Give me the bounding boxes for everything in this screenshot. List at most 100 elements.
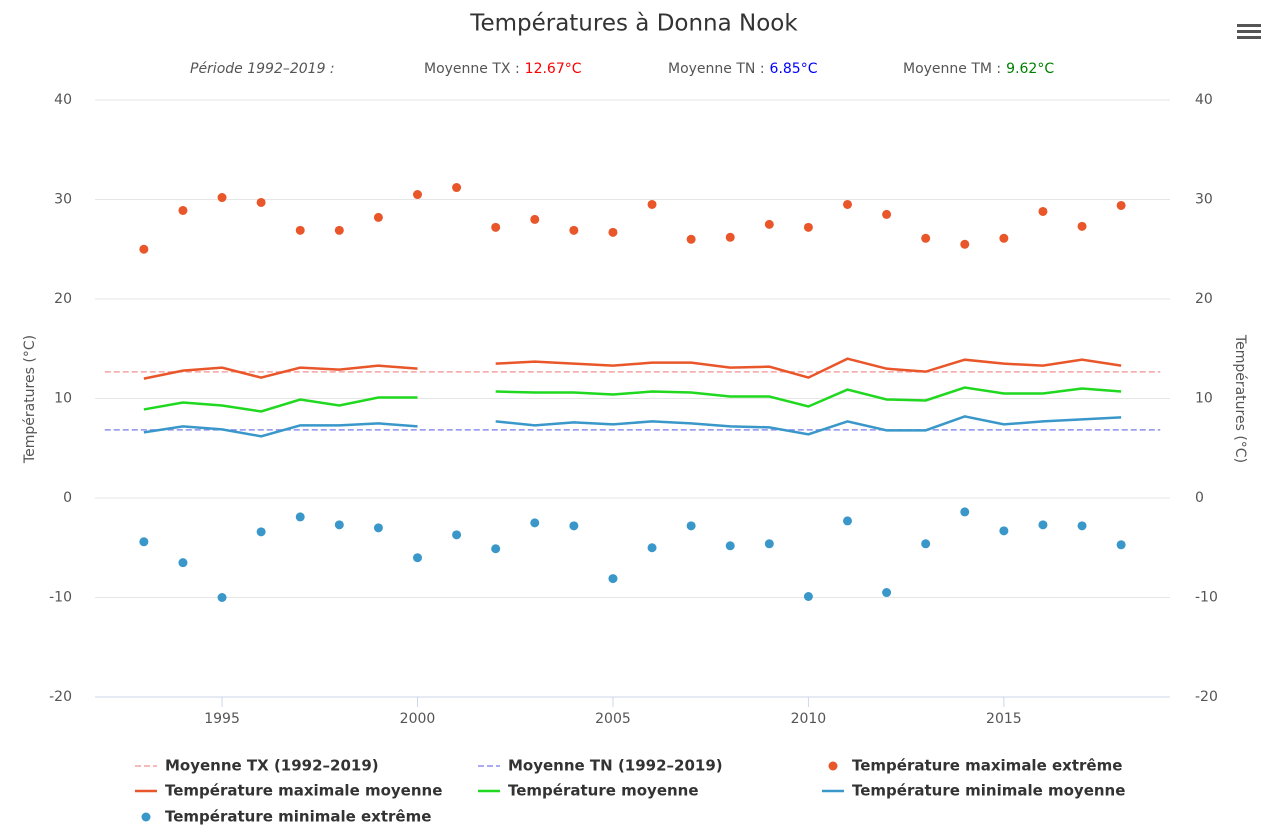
scatter-point bbox=[921, 539, 931, 549]
menu-bar bbox=[1237, 36, 1261, 39]
stat-value: 6.85°C bbox=[770, 61, 818, 77]
scatter-point bbox=[1116, 540, 1126, 550]
scatter-point bbox=[413, 190, 422, 200]
scatter-point bbox=[764, 219, 774, 229]
legend-marker bbox=[828, 761, 838, 771]
scatter-point bbox=[530, 214, 540, 224]
scatter-point bbox=[882, 209, 892, 219]
y2-tick-label: 20 bbox=[1195, 291, 1213, 307]
scatter-point bbox=[725, 232, 735, 242]
menu-bar bbox=[1237, 24, 1261, 27]
scatter-point bbox=[178, 205, 188, 215]
y-tick-label: -10 bbox=[49, 590, 72, 606]
scatter-point bbox=[452, 530, 462, 540]
scatter-point bbox=[413, 553, 422, 563]
legend-label: Température moyenne bbox=[508, 782, 699, 800]
scatter-point bbox=[686, 521, 696, 531]
scatter-point bbox=[295, 225, 305, 235]
scatter-point bbox=[256, 197, 266, 207]
y2-axis-title: Températures (°C) bbox=[1232, 334, 1248, 463]
stat-value: 9.62°C bbox=[1006, 61, 1054, 77]
scatter-point bbox=[843, 516, 852, 526]
scatter-point bbox=[1077, 521, 1087, 531]
y2-tick-label: 0 bbox=[1195, 490, 1204, 506]
y-tick-label: 20 bbox=[54, 291, 72, 307]
scatter-point bbox=[803, 592, 813, 602]
scatter-point bbox=[1077, 221, 1087, 231]
x-tick-label: 1995 bbox=[204, 711, 240, 727]
subtitle-period: Période 1992–2019 : bbox=[190, 61, 335, 77]
legend-label: Température minimale moyenne bbox=[852, 782, 1125, 800]
y-tick-label: 30 bbox=[54, 192, 72, 208]
scatter-point bbox=[803, 222, 813, 232]
scatter-point bbox=[647, 543, 657, 553]
subtitle-stat: Moyenne TM : 9.62°C bbox=[903, 61, 1054, 77]
scatter-point bbox=[608, 574, 618, 584]
scatter-point bbox=[217, 593, 227, 602]
scatter-point bbox=[569, 521, 579, 531]
y2-tick-label: 10 bbox=[1195, 391, 1213, 407]
scatter-point bbox=[334, 225, 344, 235]
x-tick-label: 2005 bbox=[595, 711, 631, 727]
legend-label: Moyenne TX (1992–2019) bbox=[165, 757, 379, 775]
menu-button[interactable] bbox=[1237, 24, 1261, 39]
scatter-point bbox=[882, 588, 892, 598]
y-axis-title: Températures (°C) bbox=[22, 335, 38, 464]
scatter-point bbox=[139, 244, 149, 254]
scatter-point bbox=[491, 544, 501, 554]
y2-tick-label: 40 bbox=[1195, 92, 1213, 108]
scatter-point bbox=[999, 526, 1009, 536]
x-tick-label: 2010 bbox=[791, 711, 827, 727]
stat-label: Moyenne TM : bbox=[903, 61, 1001, 77]
y2-tick-label: -20 bbox=[1195, 689, 1218, 705]
scatter-point bbox=[1038, 206, 1048, 216]
scatter-point bbox=[960, 507, 970, 517]
scatter-point bbox=[178, 558, 188, 568]
y-tick-label: 10 bbox=[54, 391, 72, 407]
scatter-point bbox=[530, 518, 540, 528]
series-line bbox=[143, 415, 1122, 438]
scatter-point bbox=[921, 233, 931, 243]
scatter-point bbox=[1038, 520, 1048, 530]
scatter-point bbox=[256, 527, 266, 537]
stat-value: 12.67°C bbox=[525, 61, 582, 77]
scatter-point bbox=[217, 193, 227, 203]
scatter-point bbox=[608, 227, 618, 237]
legend-label: Température minimale extrême bbox=[165, 808, 431, 826]
scatter-point bbox=[725, 541, 735, 551]
series-line bbox=[143, 357, 1122, 380]
scatter-point bbox=[764, 539, 774, 549]
scatter-point bbox=[1116, 200, 1126, 210]
series-line bbox=[143, 386, 1122, 413]
x-tick-label: 2000 bbox=[400, 711, 436, 727]
subtitle-stat: Moyenne TX : 12.67°C bbox=[424, 61, 582, 77]
scatter-point bbox=[295, 512, 305, 522]
legend-label: Température maximale extrême bbox=[852, 757, 1122, 775]
scatter-point bbox=[491, 222, 501, 232]
scatter-point bbox=[999, 233, 1009, 243]
y-tick-label: 40 bbox=[54, 92, 72, 108]
legend-marker bbox=[141, 812, 151, 822]
scatter-point bbox=[334, 520, 344, 530]
y2-tick-label: -10 bbox=[1195, 590, 1218, 606]
scatter-point bbox=[569, 225, 579, 235]
subtitle-stat: Moyenne TN : 6.85°C bbox=[668, 61, 818, 77]
scatter-point bbox=[647, 199, 657, 209]
menu-bar bbox=[1237, 30, 1261, 33]
x-tick-label: 2015 bbox=[986, 711, 1022, 727]
chart-title: Températures à Donna Nook bbox=[469, 11, 798, 37]
scatter-point bbox=[452, 183, 462, 193]
y-tick-label: -20 bbox=[49, 689, 72, 705]
stat-label: Moyenne TN : bbox=[668, 61, 765, 77]
legend-label: Température maximale moyenne bbox=[165, 782, 442, 800]
legend-label: Moyenne TN (1992–2019) bbox=[508, 757, 723, 775]
scatter-point bbox=[843, 199, 852, 209]
scatter-point bbox=[139, 537, 149, 547]
scatter-point bbox=[960, 239, 970, 249]
scatter-point bbox=[686, 234, 696, 244]
y-tick-label: 0 bbox=[63, 490, 72, 506]
stat-label: Moyenne TX : bbox=[424, 61, 520, 77]
scatter-point bbox=[373, 212, 383, 222]
scatter-point bbox=[373, 523, 383, 533]
